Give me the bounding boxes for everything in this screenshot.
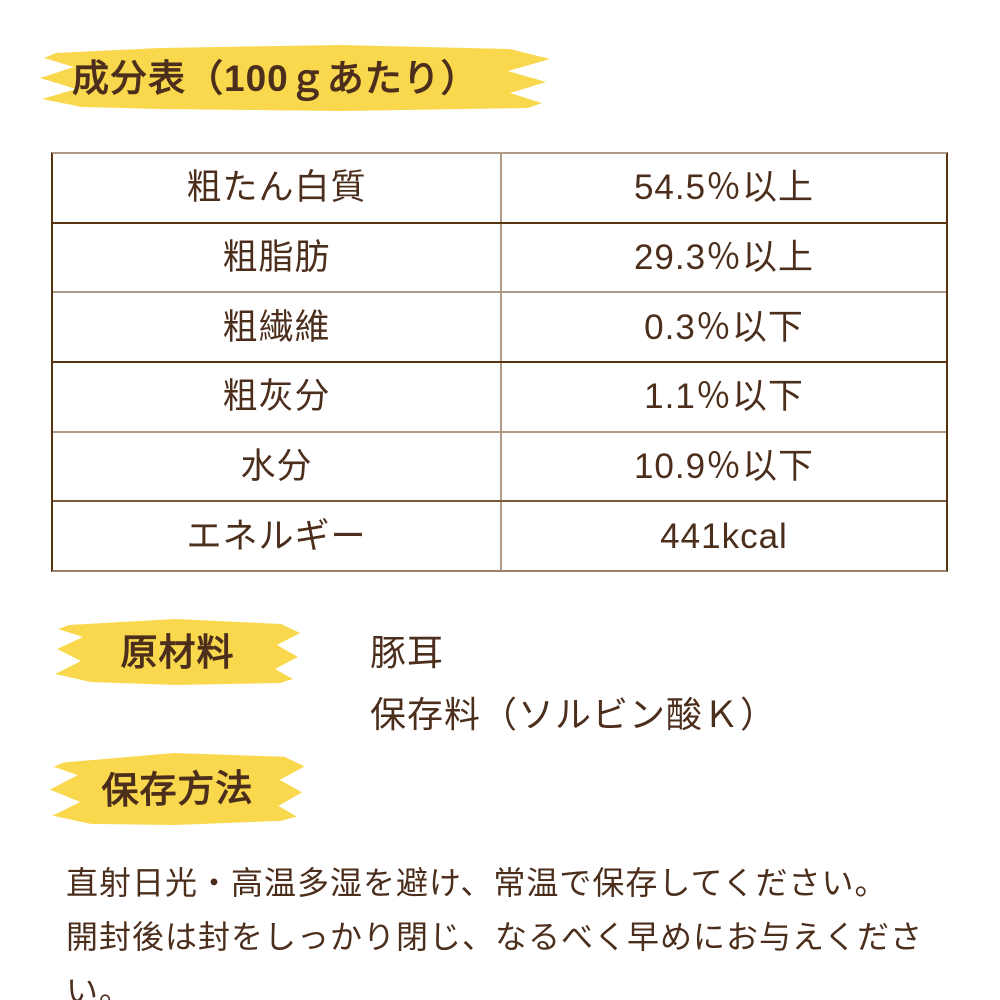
- table-row: エネルギー 441kcal: [53, 502, 946, 571]
- nutrient-value-cell: 0.3％以下: [644, 307, 804, 347]
- table-row: 粗繊維 0.3％以下: [53, 293, 946, 364]
- storage-instruction-line: 開封後は封をしっかり閉じ、なるべく早めにお与えください。: [66, 919, 924, 1000]
- nutrient-label-cell: 水分: [53, 432, 502, 501]
- ingredient-item: 保存料（ソルビン酸Ｋ）: [370, 694, 778, 735]
- storage-instructions: 直射日光・高温多湿を避け、常温で保存してください。 開封後は封をしっかり閉じ、な…: [66, 856, 966, 1000]
- yellow-tape-shape: [40, 45, 550, 111]
- table-row: 粗たん白質 54.5％以上: [53, 154, 946, 224]
- table-row: 水分 10.9％以下: [53, 432, 946, 503]
- nutrient-label-cell: 粗繊維: [53, 293, 502, 362]
- storage-heading: 保存方法: [101, 766, 254, 812]
- nutrition-heading: 成分表（100ｇあたり）: [72, 57, 479, 99]
- table-row: 粗脂肪 29.3％以上: [53, 223, 946, 294]
- ingredients-heading-badge: 原材料: [55, 619, 300, 685]
- storage-heading-badge: 保存方法: [49, 750, 305, 827]
- nutrient-label-cell: エネルギー: [53, 502, 502, 571]
- nutrient-value-cell: 1.1％以下: [644, 377, 804, 417]
- nutrition-heading-badge: 成分表（100ｇあたり）: [40, 45, 550, 111]
- table-row: 粗灰分 1.1％以下: [53, 363, 946, 433]
- ingredients-heading: 原材料: [120, 631, 235, 673]
- nutrient-value-cell: 29.3％以上: [633, 238, 815, 277]
- nutrient-value-cell: 441kcal: [660, 516, 788, 556]
- nutrient-value-cell: 54.5％以上: [633, 168, 815, 208]
- yellow-tape-shape: [55, 619, 300, 685]
- storage-instruction-line: 直射日光・高温多湿を避け、常温で保存してください。: [66, 865, 888, 901]
- yellow-tape-shape: [49, 753, 305, 826]
- nutrient-value-cell: 10.9％以下: [633, 447, 815, 487]
- nutrition-table: 粗たん白質 54.5％以上 粗脂肪 29.3％以上 粗繊維 0.3％以下 粗灰分…: [51, 152, 948, 572]
- nutrient-label-cell: 粗たん白質: [53, 154, 502, 222]
- nutrient-label-cell: 粗脂肪: [53, 223, 502, 292]
- ingredient-item: 豚耳: [370, 632, 445, 673]
- nutrient-label-cell: 粗灰分: [53, 363, 502, 431]
